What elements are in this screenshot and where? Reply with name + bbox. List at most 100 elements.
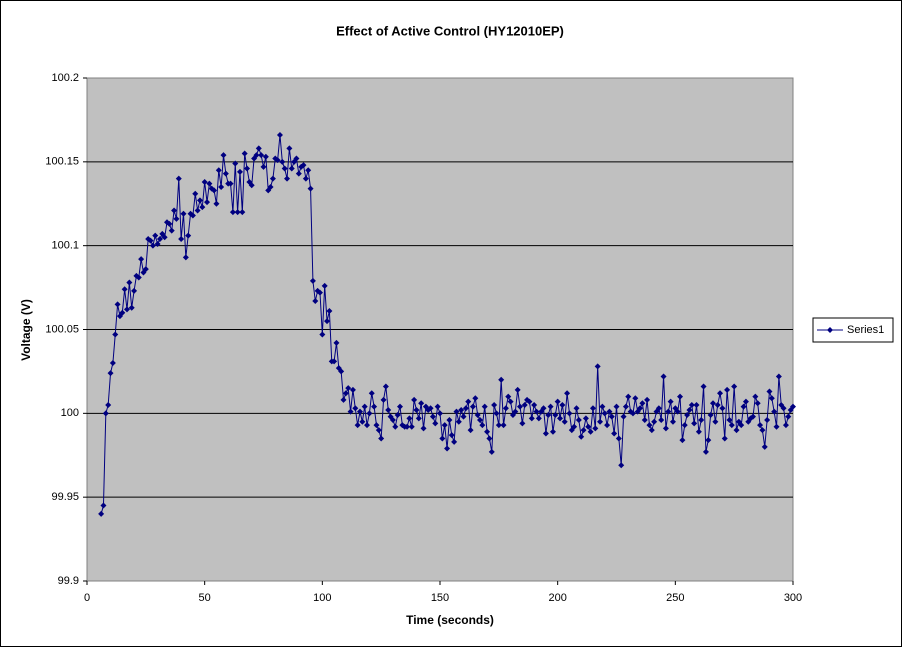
- data-point: [455, 418, 462, 425]
- data-point: [385, 406, 392, 413]
- data-point: [613, 403, 620, 410]
- data-point: [361, 403, 368, 410]
- data-point: [128, 304, 135, 311]
- data-point: [775, 373, 782, 380]
- data-point: [629, 410, 636, 417]
- data-point: [526, 398, 533, 405]
- data-point: [580, 427, 587, 434]
- data-point: [441, 422, 448, 429]
- data-point: [295, 170, 302, 177]
- data-point: [540, 405, 547, 412]
- y-tick-label: 100.1: [51, 240, 79, 252]
- data-point: [693, 401, 700, 408]
- data-point: [467, 427, 474, 434]
- data-point: [126, 279, 133, 286]
- data-point: [406, 415, 413, 422]
- data-point: [119, 309, 126, 316]
- data-point: [411, 396, 418, 403]
- data-point: [220, 152, 227, 159]
- data-point: [517, 403, 524, 410]
- data-point: [284, 175, 291, 182]
- data-point: [392, 423, 399, 430]
- data-point: [531, 401, 538, 408]
- data-point: [521, 401, 528, 408]
- data-point: [545, 412, 552, 419]
- data-point: [573, 405, 580, 412]
- data-point: [168, 227, 175, 234]
- x-tick-label: 150: [431, 592, 449, 604]
- data-point: [437, 410, 443, 417]
- data-point: [349, 386, 356, 393]
- data-point: [724, 386, 731, 393]
- data-point: [505, 393, 512, 400]
- data-point: [380, 396, 387, 403]
- data-point: [648, 427, 655, 434]
- data-point: [662, 425, 669, 432]
- x-tick-label: 0: [84, 592, 90, 604]
- data-point: [309, 277, 316, 284]
- data-point: [413, 406, 420, 413]
- data-point: [415, 415, 422, 422]
- data-point: [227, 180, 234, 187]
- data-point: [199, 204, 206, 211]
- data-point: [585, 423, 592, 430]
- data-point: [714, 401, 721, 408]
- data-point: [201, 178, 208, 185]
- data-point: [396, 403, 403, 410]
- data-point: [340, 396, 347, 403]
- data-point: [695, 428, 702, 435]
- data-point: [705, 437, 712, 444]
- x-tick-label: 250: [666, 592, 684, 604]
- y-tick-label: 100.15: [45, 156, 79, 168]
- data-point: [279, 158, 286, 165]
- data-point: [559, 401, 566, 408]
- data-point: [218, 183, 225, 190]
- data-point: [147, 237, 154, 244]
- data-point: [606, 408, 613, 415]
- data-point: [474, 412, 481, 419]
- data-point: [114, 301, 121, 308]
- data-point: [618, 462, 625, 469]
- data-point: [368, 390, 375, 397]
- legend: Series1: [812, 317, 894, 343]
- data-point: [124, 306, 131, 313]
- data-point: [507, 398, 514, 405]
- data-point: [267, 183, 274, 190]
- data-point: [394, 412, 401, 419]
- data-point: [472, 395, 479, 402]
- data-point: [587, 428, 594, 435]
- data-point: [611, 430, 618, 437]
- data-point: [549, 428, 556, 435]
- data-point: [288, 165, 295, 172]
- data-point: [575, 417, 582, 424]
- data-point: [189, 212, 196, 219]
- data-point: [681, 422, 688, 429]
- data-point: [773, 423, 780, 430]
- data-point: [679, 437, 686, 444]
- data-point: [135, 274, 142, 281]
- data-point: [486, 435, 493, 442]
- data-point: [378, 435, 385, 442]
- data-point: [637, 405, 644, 412]
- data-point: [105, 401, 112, 408]
- data-point: [389, 417, 396, 424]
- data-point: [514, 386, 521, 393]
- data-point: [331, 358, 338, 365]
- data-point: [448, 432, 455, 439]
- data-point: [375, 427, 382, 434]
- data-point: [601, 410, 608, 417]
- data-point: [599, 403, 606, 410]
- data-point: [542, 430, 549, 437]
- data-point: [293, 155, 300, 162]
- data-point: [338, 368, 345, 375]
- data-point: [112, 331, 119, 338]
- data-point: [589, 405, 596, 412]
- data-point: [484, 428, 491, 435]
- data-point: [726, 417, 733, 424]
- y-tick-label: 99.9: [58, 575, 79, 587]
- data-point: [196, 197, 203, 204]
- data-point: [561, 418, 568, 425]
- data-point: [481, 403, 488, 410]
- data-point: [582, 415, 589, 422]
- data-point: [491, 401, 498, 408]
